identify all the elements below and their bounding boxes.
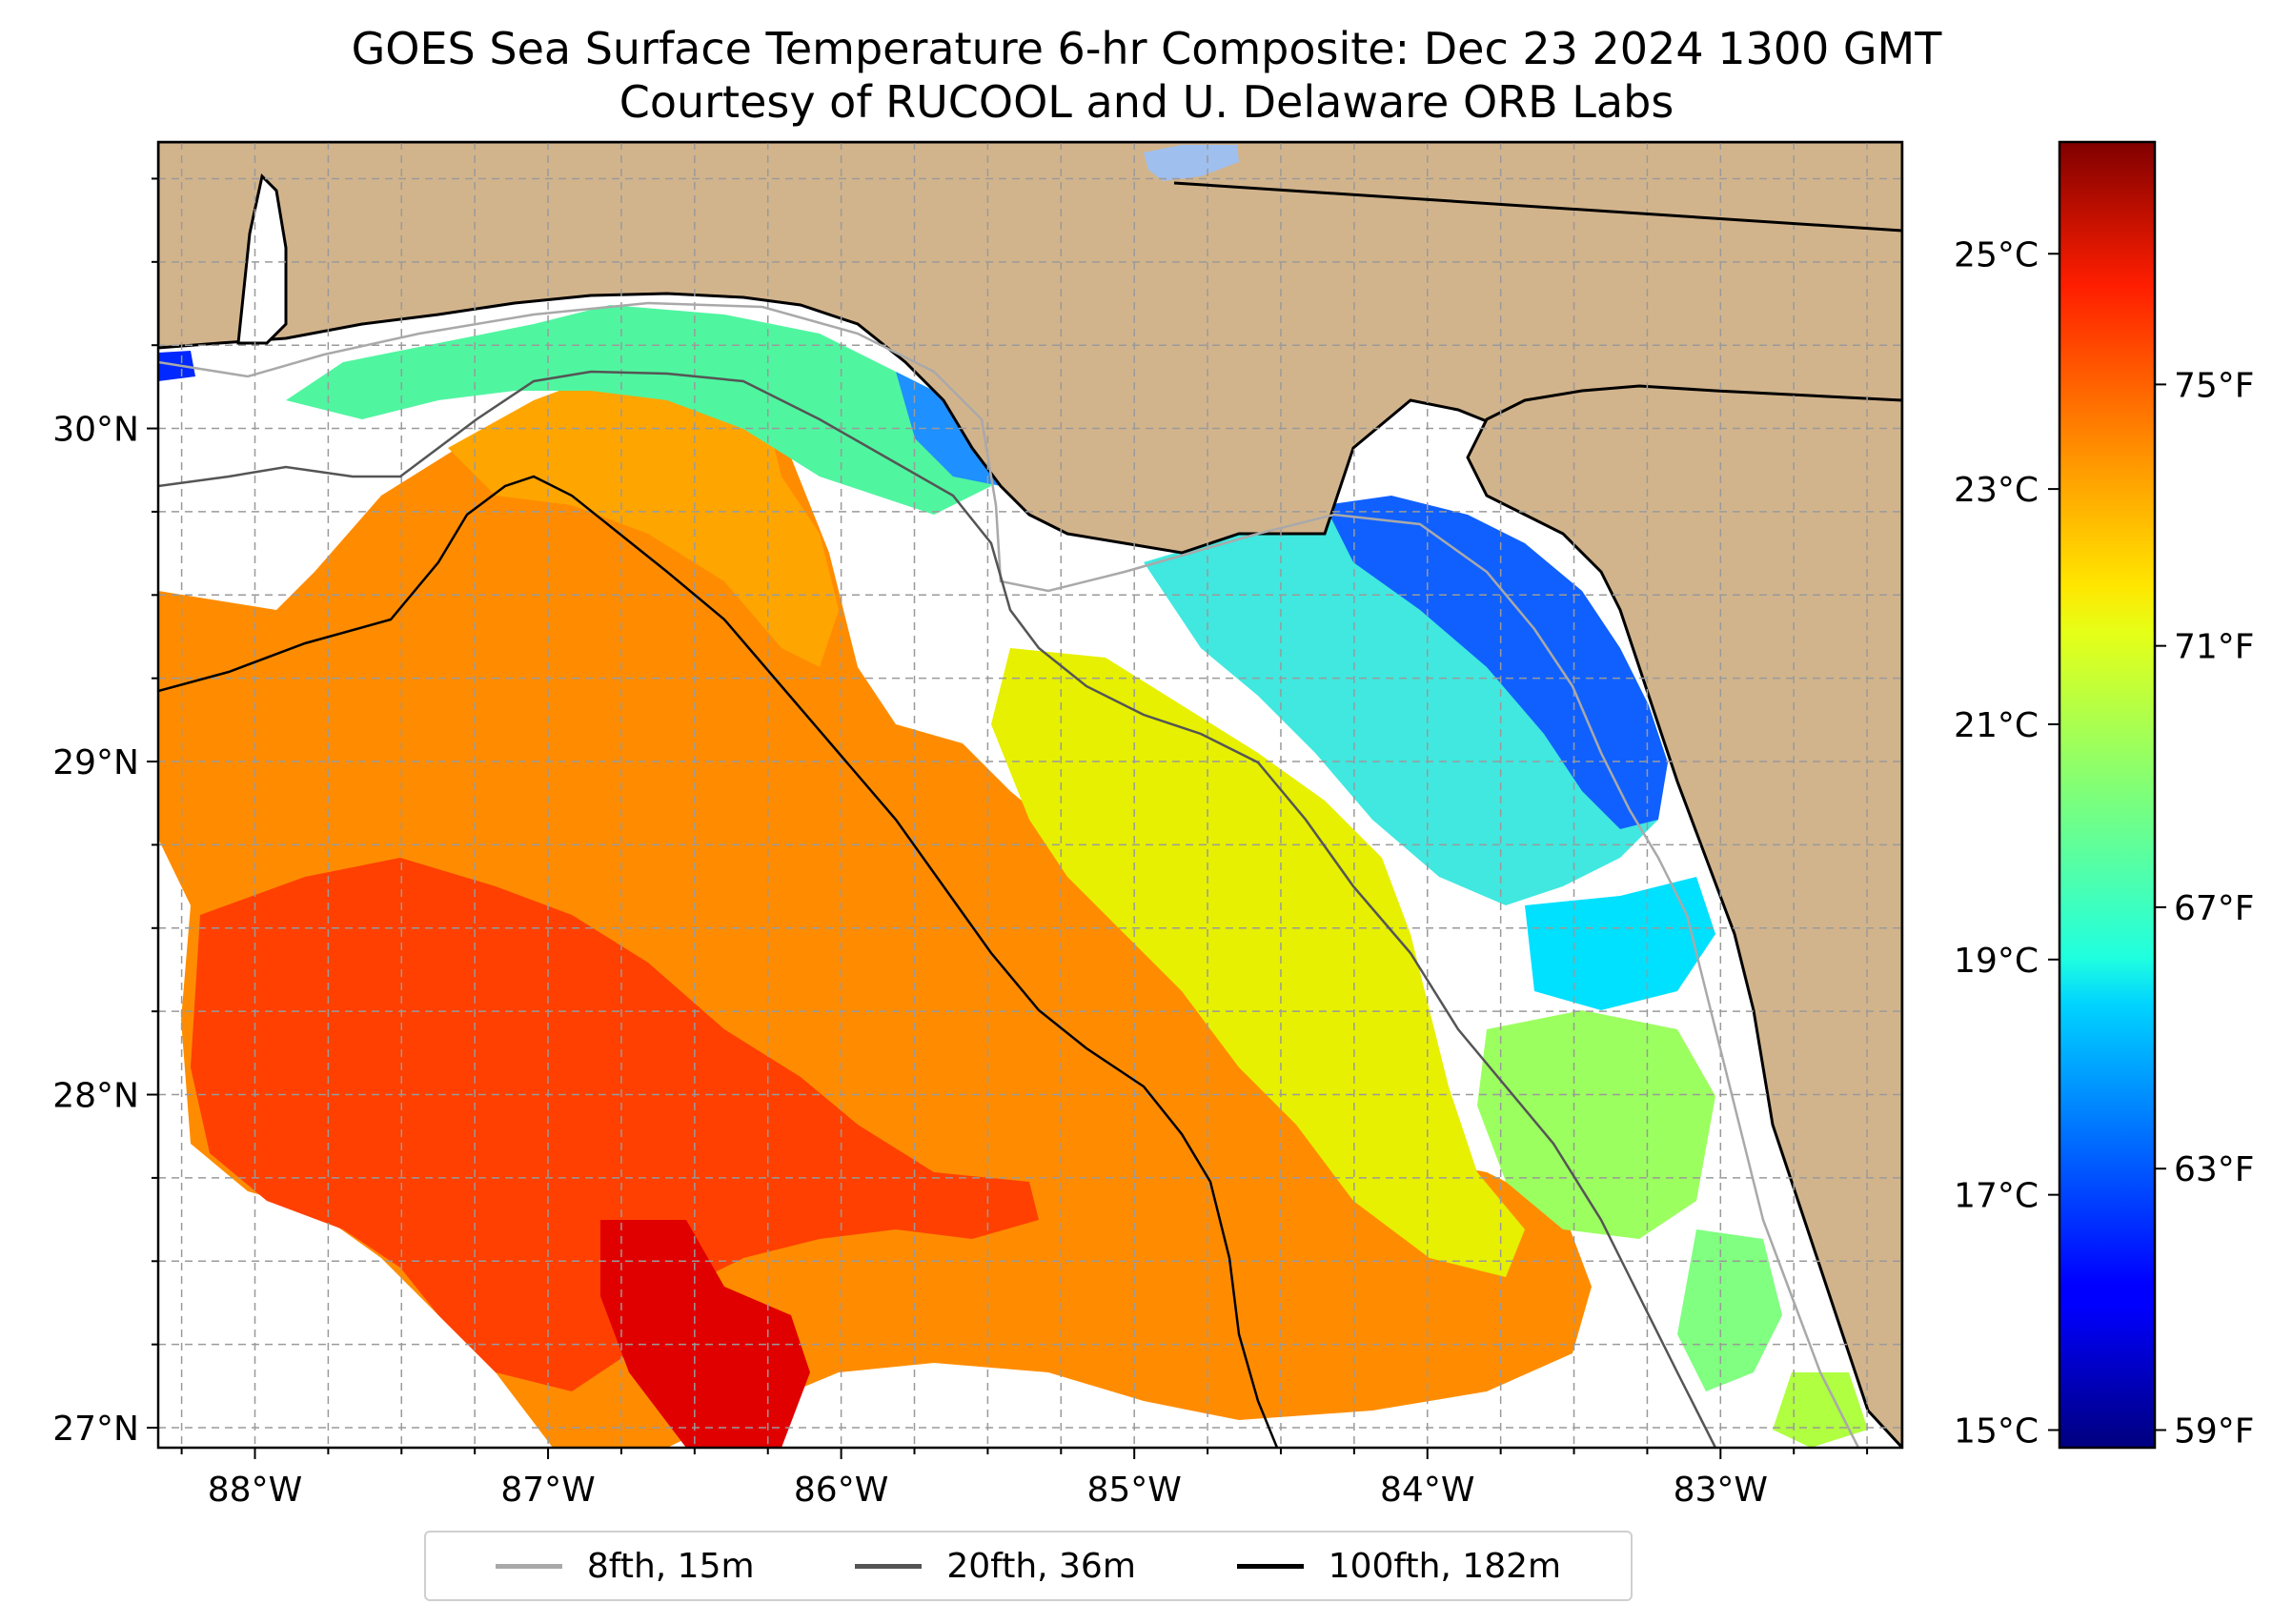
contour-8fth [158, 301, 1860, 1448]
lon-tick-label: 86°W [794, 1471, 888, 1510]
lon-axis: 88°W 87°W 86°W 85°W 84°W 83°W [180, 1448, 1869, 1510]
lon-tick-label: 83°W [1674, 1471, 1768, 1510]
legend-label: 8fth, 15m [586, 1546, 755, 1586]
sst-patch-orange-north [448, 362, 839, 667]
legend-label: 20fth, 36m [946, 1546, 1136, 1586]
lat-tick-label: 28°N [52, 1077, 139, 1116]
fahrenheit-tick-label: 67°F [2174, 889, 2255, 928]
colorbar: 15°C 17°C 19°C 21°C 23°C 25°C 59°F 63°F 67°F 71°… [1954, 140, 2255, 1451]
contour-20fth [158, 370, 1717, 1448]
lat-tick-label: 29°N [52, 743, 139, 782]
lon-tick-label: 85°W [1086, 1471, 1181, 1510]
legend-swatch [1236, 1563, 1304, 1569]
chart-title: GOES Sea Surface Temperature 6-hr Compos… [351, 23, 1942, 74]
sst-patch-cyan-south [1525, 877, 1715, 1010]
legend-item-100fth: 100fth, 182m [1236, 1546, 1562, 1586]
lat-tick-label: 30°N [52, 411, 139, 450]
contour-100fth [158, 475, 1279, 1448]
sst-patch-cyan [1144, 515, 1658, 905]
celsius-tick-label: 17°C [1954, 1177, 2039, 1216]
sst-patch-green-coast [1677, 1229, 1782, 1391]
celsius-tick-label: 21°C [1954, 706, 2039, 745]
graticule [158, 142, 1902, 1448]
lon-tick-label: 87°W [500, 1471, 595, 1510]
celsius-tick-label: 25°C [1954, 235, 2039, 274]
colorbar-celsius-ticks: 15°C 17°C 19°C 21°C 23°C 25°C [1954, 235, 2060, 1451]
colorbar-gradient [2058, 140, 2157, 1450]
sst-patch-panhandle-green [286, 305, 991, 515]
celsius-tick-label: 19°C [1954, 942, 2039, 981]
sst-patch-blue [1325, 496, 1668, 829]
sst-map [158, 142, 1902, 1448]
mobile-bay-water [236, 173, 288, 345]
sst-patch-red [191, 858, 1039, 1391]
chart-subtitle: Courtesy of RUCOOL and U. Delaware ORB L… [619, 76, 1674, 128]
sst-patch-yellow [991, 648, 1525, 1277]
sst-patch-green-edge [1773, 1372, 1868, 1448]
colorbar-fahrenheit-ticks: 59°F 63°F 67°F 71°F 75°F [2155, 366, 2255, 1451]
legend-label: 100fth, 182m [1328, 1546, 1562, 1586]
fahrenheit-tick-label: 75°F [2174, 366, 2255, 405]
lake-seminole [1144, 145, 1239, 181]
lon-tick-label: 88°W [208, 1471, 302, 1510]
lat-axis: 30°N 29°N 28°N 27°N [52, 177, 158, 1449]
legend-swatch [495, 1563, 562, 1569]
fahrenheit-tick-label: 59°F [2174, 1411, 2255, 1451]
legend-swatch [855, 1563, 923, 1569]
fahrenheit-tick-label: 71°F [2174, 628, 2255, 667]
fahrenheit-tick-label: 63°F [2174, 1150, 2255, 1189]
sst-patch-green-south [1477, 1010, 1715, 1239]
celsius-tick-label: 23°C [1954, 471, 2039, 510]
legend-item-20fth: 20fth, 36m [855, 1547, 1136, 1586]
lon-tick-label: 84°W [1380, 1471, 1474, 1510]
state-boundary-line [1173, 181, 1902, 233]
contour-legend: 8fth, 15m 20fth, 36m 100fth, 182m [424, 1531, 1633, 1601]
lat-tick-label: 27°N [52, 1410, 139, 1449]
celsius-tick-label: 15°C [1954, 1411, 2039, 1451]
legend-item-8fth: 8fth, 15m [495, 1546, 755, 1586]
sst-patch-deep-red [600, 1220, 810, 1448]
map-frame [156, 140, 1904, 1450]
